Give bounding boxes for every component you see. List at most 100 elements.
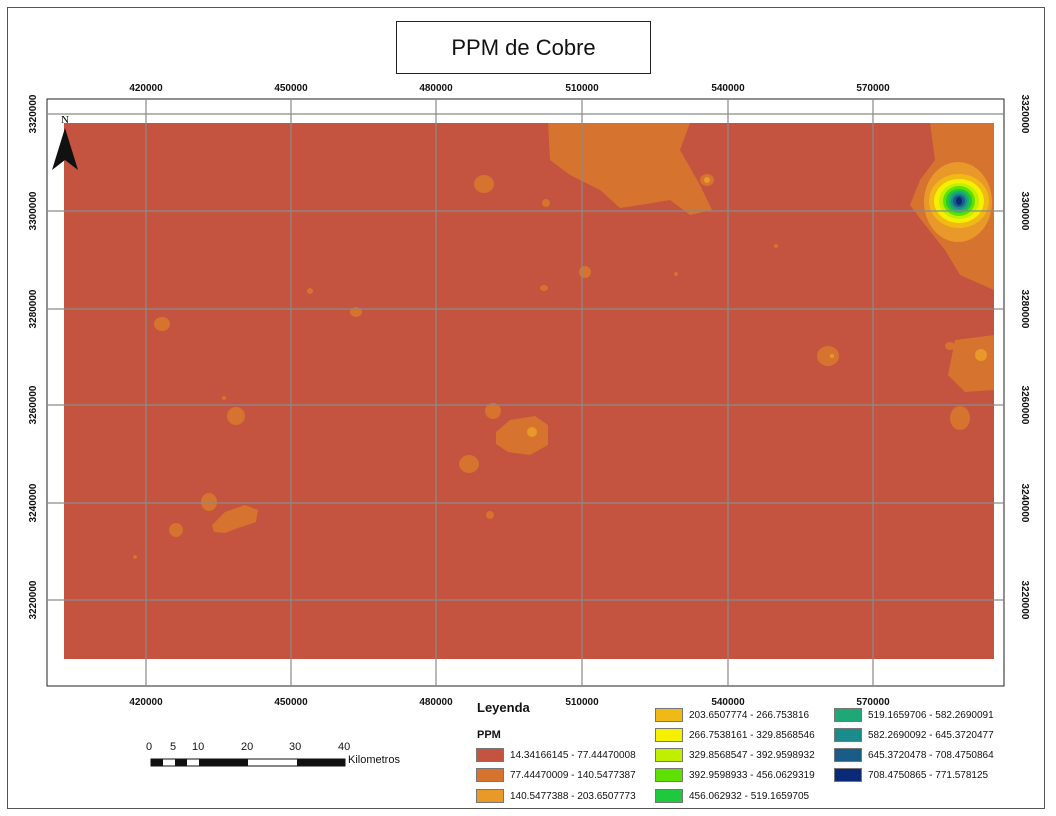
legend-item: 203.6507774 - 266.753816 bbox=[655, 708, 809, 722]
legend-label: 329.8568547 - 392.9598932 bbox=[689, 749, 815, 761]
anomaly-blob bbox=[674, 272, 678, 276]
legend-swatch bbox=[655, 728, 683, 742]
anomaly-blob bbox=[496, 416, 548, 455]
anomaly-spot bbox=[527, 427, 537, 437]
anomaly-spot bbox=[975, 349, 987, 361]
x-tick-label: 510000 bbox=[565, 697, 599, 708]
x-tick-label: 570000 bbox=[856, 83, 890, 94]
anomaly-blob bbox=[227, 407, 245, 425]
legend-swatch bbox=[834, 748, 862, 762]
legend-label: 519.1659706 - 582.2690091 bbox=[868, 709, 994, 721]
scale-label: 40 bbox=[338, 741, 351, 753]
y-tick-label: 3320000 bbox=[28, 94, 39, 133]
legend-subtitle: PPM bbox=[477, 729, 501, 741]
anomaly-blob bbox=[222, 396, 226, 400]
legend-item: 77.44470009 - 140.5477387 bbox=[476, 768, 636, 782]
y-tick-label: 3300000 bbox=[28, 191, 39, 230]
anomaly-blob bbox=[169, 523, 183, 537]
legend-swatch bbox=[655, 768, 683, 782]
x-tick-labels-top: 420000 450000 480000 510000 540000 57000… bbox=[129, 83, 890, 94]
legend-title: Leyenda bbox=[477, 700, 530, 715]
legend-swatch bbox=[655, 748, 683, 762]
y-tick-label: 3240000 bbox=[1019, 484, 1030, 523]
legend-swatch bbox=[476, 768, 504, 782]
legend-item: 140.5477388 - 203.6507773 bbox=[476, 789, 636, 803]
anomaly-spot bbox=[830, 354, 834, 358]
scale-label: 20 bbox=[241, 741, 254, 753]
legend-label: 266.7538161 - 329.8568546 bbox=[689, 729, 815, 741]
y-tick-labels-right: 3320000 3300000 3280000 3260000 3240000 … bbox=[1019, 95, 1030, 620]
legend-item: 14.34166145 - 77.44470008 bbox=[476, 748, 636, 762]
anomaly-spot bbox=[704, 177, 710, 183]
y-tick-label: 3220000 bbox=[1019, 581, 1030, 620]
raster-base-class bbox=[64, 123, 994, 659]
scale-label: 30 bbox=[289, 741, 302, 753]
scale-label: 10 bbox=[192, 741, 205, 753]
x-tick-label: 450000 bbox=[274, 697, 308, 708]
y-tick-label: 3220000 bbox=[28, 580, 39, 619]
legend-label: 456.062932 - 519.1659705 bbox=[689, 790, 810, 802]
legend-label: 203.6507774 - 266.753816 bbox=[689, 709, 810, 721]
anomaly-region-north bbox=[548, 123, 712, 215]
legend-swatch bbox=[834, 768, 862, 782]
legend-swatch bbox=[655, 789, 683, 803]
x-tick-label: 480000 bbox=[419, 83, 453, 94]
y-tick-label: 3240000 bbox=[28, 483, 39, 522]
north-label: N bbox=[61, 114, 69, 126]
scale-bar bbox=[150, 758, 346, 767]
legend-swatch bbox=[476, 748, 504, 762]
y-tick-label: 3320000 bbox=[1019, 95, 1030, 134]
legend-swatch bbox=[834, 728, 862, 742]
legend-label: 140.5477388 - 203.6507773 bbox=[510, 790, 636, 802]
anomaly-blob bbox=[474, 175, 494, 193]
anomaly-blob bbox=[212, 505, 258, 533]
legend-item: 392.9598933 - 456.0629319 bbox=[655, 768, 815, 782]
legend-item: 708.4750865 - 771.578125 bbox=[834, 768, 988, 782]
copper-hotspot bbox=[924, 162, 992, 242]
legend-label: 392.9598933 - 456.0629319 bbox=[689, 769, 815, 781]
legend-swatch bbox=[834, 708, 862, 722]
legend-item: 266.7538161 - 329.8568546 bbox=[655, 728, 815, 742]
scale-unit: Kilometros bbox=[348, 754, 400, 766]
legend-label: 645.3720478 - 708.4750864 bbox=[868, 749, 994, 761]
page-frame bbox=[7, 7, 1045, 809]
anomaly-blob bbox=[154, 317, 170, 331]
x-tick-label: 540000 bbox=[711, 83, 745, 94]
anomaly-blob bbox=[485, 403, 501, 419]
legend-item: 582.2690092 - 645.3720477 bbox=[834, 728, 994, 742]
anomaly-blob bbox=[486, 511, 494, 519]
y-tick-label: 3280000 bbox=[28, 289, 39, 328]
anomaly-blob bbox=[133, 555, 137, 559]
anomaly-blob bbox=[307, 288, 313, 294]
scale-label: 5 bbox=[170, 741, 177, 753]
anomaly-blob bbox=[817, 346, 839, 366]
anomaly-blob bbox=[459, 455, 479, 473]
legend-item: 329.8568547 - 392.9598932 bbox=[655, 748, 815, 762]
anomaly-blob bbox=[542, 199, 550, 207]
y-tick-labels-left: 3320000 3300000 3280000 3260000 3240000 … bbox=[28, 94, 39, 619]
legend-label: 582.2690092 - 645.3720477 bbox=[868, 729, 994, 741]
x-tick-label: 480000 bbox=[419, 697, 453, 708]
y-tick-label: 3300000 bbox=[1019, 192, 1030, 231]
anomaly-blob bbox=[774, 244, 778, 248]
anomaly-blob bbox=[579, 266, 591, 278]
x-tick-labels-bottom: 420000 450000 480000 510000 540000 57000… bbox=[129, 697, 890, 708]
legend-label: 14.34166145 - 77.44470008 bbox=[510, 749, 636, 761]
y-tick-label: 3260000 bbox=[1019, 386, 1030, 425]
x-tick-label: 450000 bbox=[274, 83, 308, 94]
graticule bbox=[47, 99, 1004, 686]
map-title: PPM de Cobre bbox=[396, 21, 651, 74]
legend-swatch bbox=[476, 789, 504, 803]
x-tick-label: 510000 bbox=[565, 83, 599, 94]
x-tick-label: 540000 bbox=[711, 697, 745, 708]
legend-label: 708.4750865 - 771.578125 bbox=[868, 769, 989, 781]
x-tick-label: 420000 bbox=[129, 83, 163, 94]
anomaly-blob bbox=[201, 493, 217, 511]
anomaly-blob bbox=[945, 342, 955, 350]
legend-item: 645.3720478 - 708.4750864 bbox=[834, 748, 994, 762]
anomaly-blob bbox=[540, 285, 548, 291]
y-tick-label: 3280000 bbox=[1019, 290, 1030, 329]
north-arrow-icon: N bbox=[52, 114, 78, 170]
legend-label: 77.44470009 - 140.5477387 bbox=[510, 769, 636, 781]
